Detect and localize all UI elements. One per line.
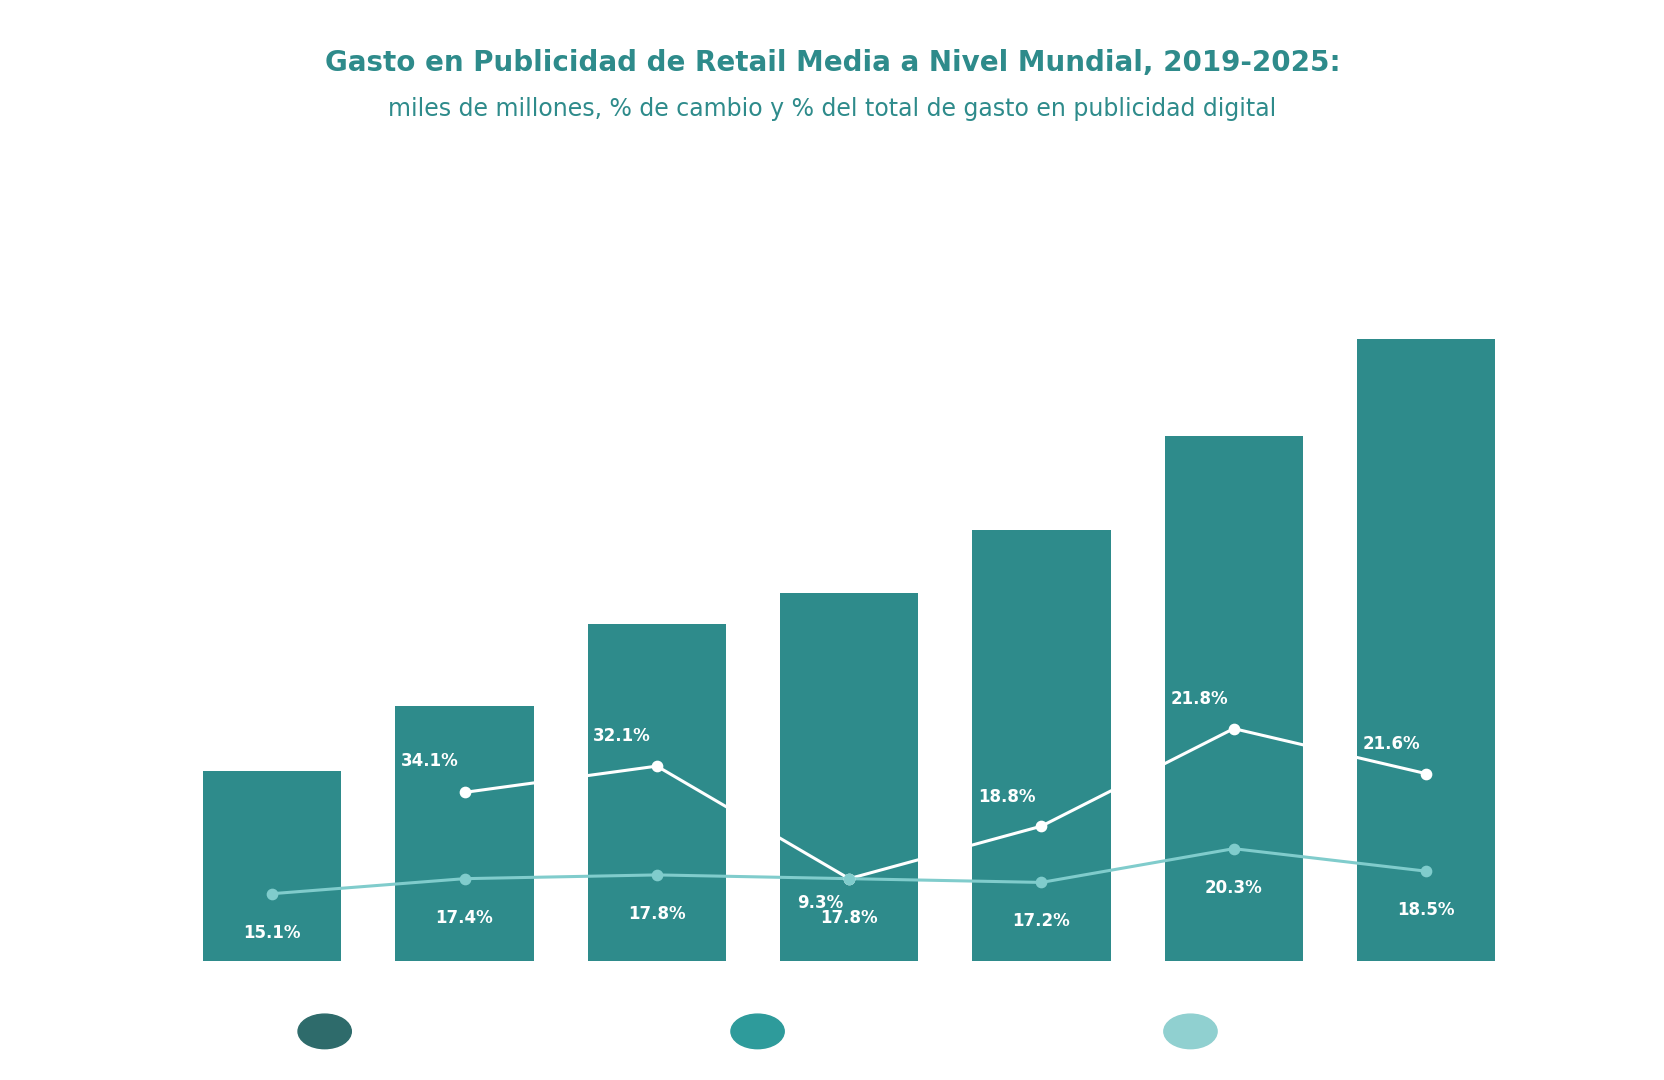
Text: miles de millones, % de cambio y % del total de gasto en publicidad digital: miles de millones, % de cambio y % del t… xyxy=(388,97,1276,121)
Point xyxy=(451,870,478,888)
Text: 9.3%: 9.3% xyxy=(797,894,844,913)
Point xyxy=(1220,840,1246,858)
Point xyxy=(835,870,862,888)
Point xyxy=(451,784,478,801)
Text: $140.04: $140.04 xyxy=(1191,410,1275,429)
Bar xyxy=(972,530,1110,961)
Text: $89.77: $89.77 xyxy=(622,599,691,617)
Text: 32.1%: 32.1% xyxy=(592,728,651,745)
Bar xyxy=(394,706,534,961)
Point xyxy=(1027,874,1053,891)
Point xyxy=(644,757,671,774)
Text: 17.8%: 17.8% xyxy=(627,905,686,923)
Text: 17.4%: 17.4% xyxy=(436,908,493,927)
Text: $165.94: $165.94 xyxy=(1384,313,1466,332)
Text: 15.1%: 15.1% xyxy=(243,923,301,942)
Text: $67.96: $67.96 xyxy=(429,680,499,699)
Point xyxy=(644,866,671,883)
Text: $50.69: $50.69 xyxy=(238,745,306,764)
Bar xyxy=(587,624,726,961)
Text: Gasto en Publicidad de Retail Media a Nivel Mundial, 2019-2025:: Gasto en Publicidad de Retail Media a Ni… xyxy=(324,49,1340,77)
Bar xyxy=(1356,339,1494,961)
Text: 18.8%: 18.8% xyxy=(977,787,1035,806)
Text: 21.6%: 21.6% xyxy=(1361,735,1419,753)
Text: 21.8%: 21.8% xyxy=(1170,690,1228,708)
Text: 20.3%: 20.3% xyxy=(1205,879,1261,896)
Bar xyxy=(1163,436,1303,961)
Text: 18.5%: 18.5% xyxy=(1396,901,1454,919)
Point xyxy=(1411,863,1438,880)
Point xyxy=(1027,818,1053,835)
Point xyxy=(1220,720,1246,738)
Text: 34.1%: 34.1% xyxy=(401,752,459,770)
Point xyxy=(1411,765,1438,782)
Point xyxy=(835,870,862,888)
Text: $115.00: $115.00 xyxy=(1000,504,1082,523)
Point xyxy=(260,885,286,902)
Text: $98.16: $98.16 xyxy=(814,567,884,585)
Bar xyxy=(203,771,341,961)
Text: 17.8%: 17.8% xyxy=(820,908,877,927)
Bar xyxy=(779,593,919,961)
Text: 17.2%: 17.2% xyxy=(1012,913,1070,931)
